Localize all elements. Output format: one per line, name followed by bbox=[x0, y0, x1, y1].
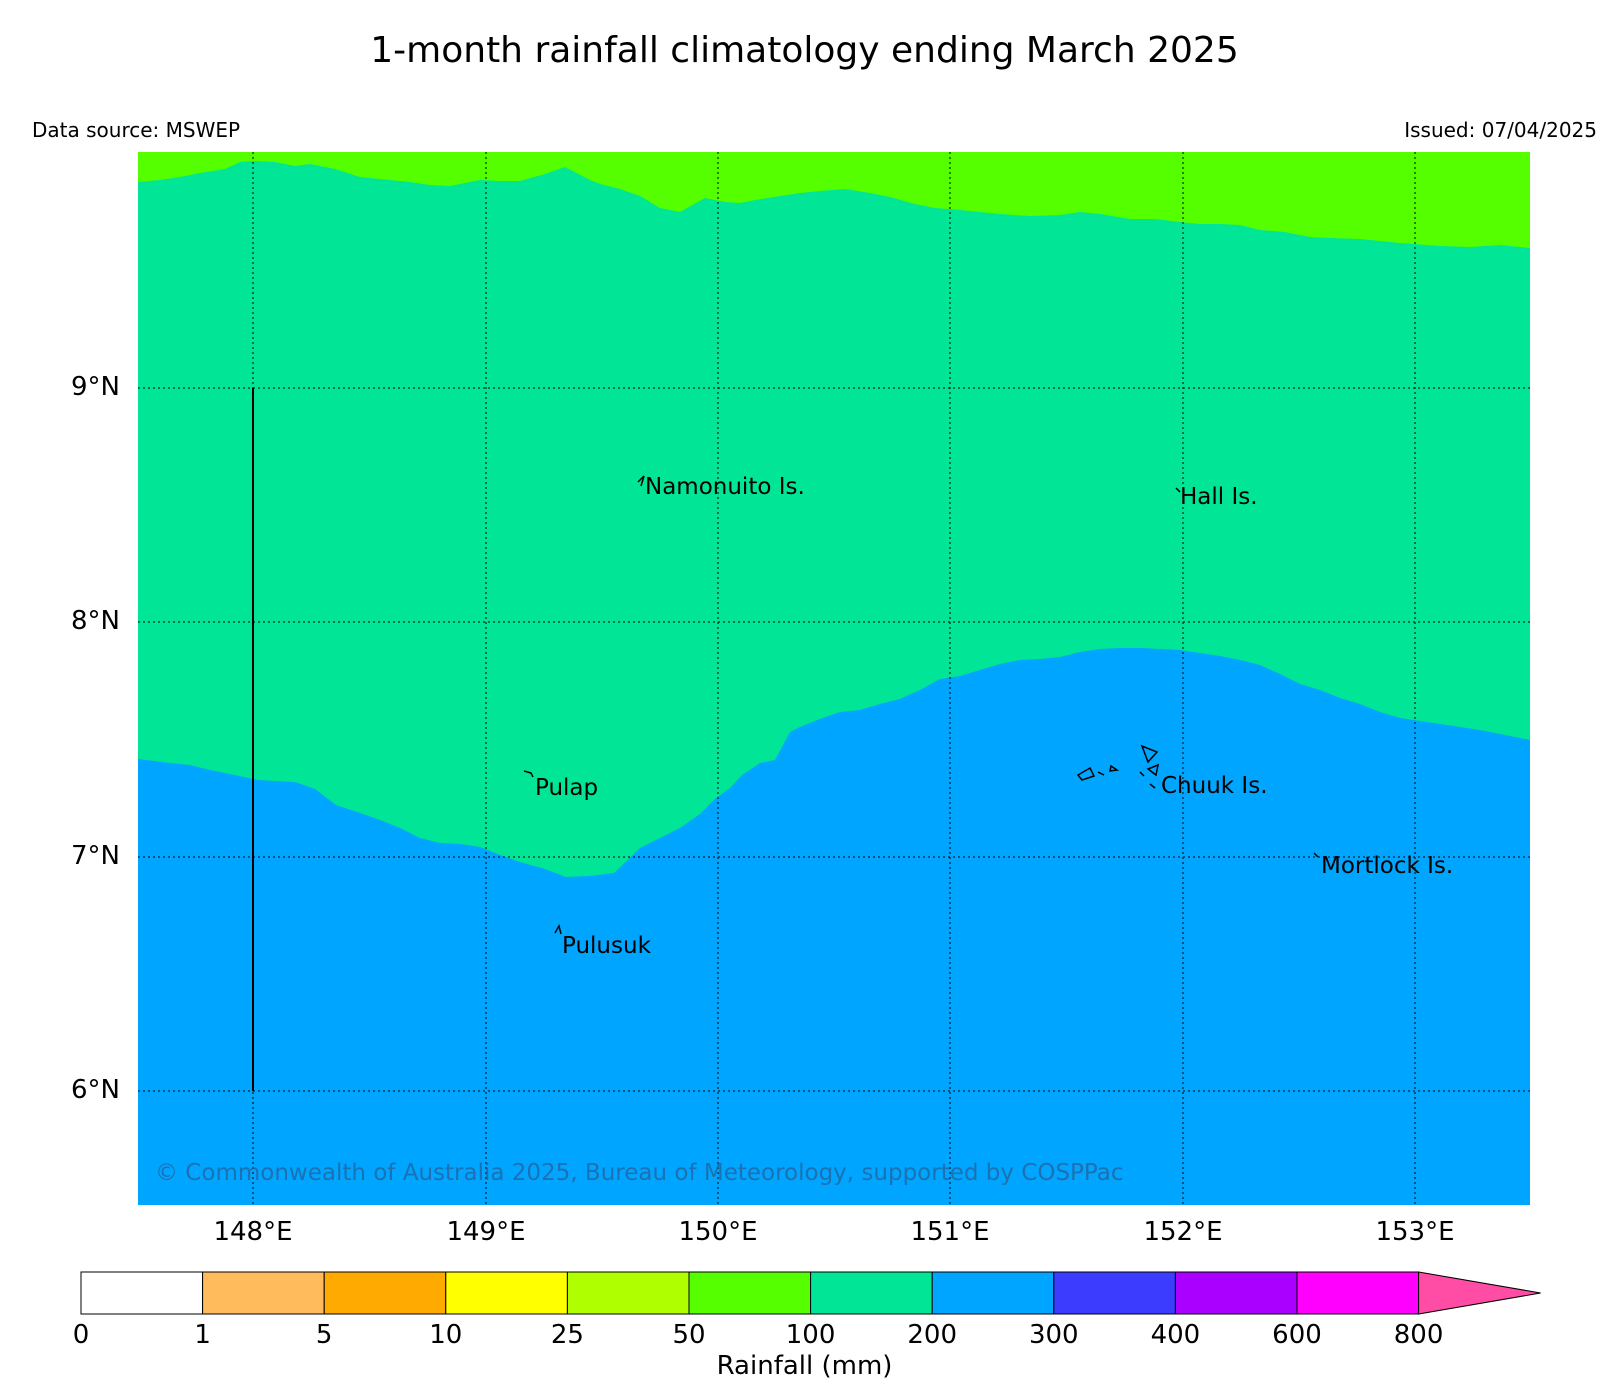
colorbar-tick-50: 50 bbox=[672, 1320, 706, 1350]
place-pulap: Pulap bbox=[535, 775, 599, 801]
island-pulusuk bbox=[554, 924, 562, 935]
issued-date-label: Issued: 07/04/2025 bbox=[1404, 118, 1597, 142]
colorbar-segment-1 bbox=[202, 1271, 325, 1315]
colorbar bbox=[80, 1271, 1541, 1315]
colorbar-segment-300 bbox=[1053, 1271, 1176, 1315]
grid-lines bbox=[138, 152, 1530, 1205]
colorbar-tick-600: 600 bbox=[1272, 1320, 1322, 1350]
colorbar-title: Rainfall (mm) bbox=[716, 1351, 893, 1381]
place-mortlock: Mortlock Is. bbox=[1321, 853, 1454, 879]
colorbar-segment-200 bbox=[931, 1271, 1055, 1315]
colorbar-tick-100: 100 bbox=[785, 1320, 836, 1350]
lat-label-7n: 7°N bbox=[71, 841, 120, 871]
island-chuuk-1 bbox=[1140, 744, 1159, 764]
colorbar-tick-300: 300 bbox=[1028, 1320, 1079, 1350]
island-chuuk-5 bbox=[1139, 771, 1145, 777]
island-chuuk-4 bbox=[1076, 766, 1096, 781]
island-outlines bbox=[523, 475, 1319, 935]
colorbar-tick-10: 10 bbox=[429, 1320, 463, 1350]
island-namonuito bbox=[637, 475, 645, 487]
lon-label-151e: 151°E bbox=[910, 1217, 990, 1247]
island-chuuk-3 bbox=[1109, 764, 1120, 772]
colorbar-tick-800: 800 bbox=[1393, 1320, 1444, 1350]
place-hall: Hall Is. bbox=[1180, 484, 1258, 510]
colorbar-segment-100 bbox=[810, 1271, 933, 1315]
island-chuuk-6 bbox=[1149, 783, 1156, 789]
lat-label-9n: 9°N bbox=[71, 372, 120, 402]
colorbar-segment-25 bbox=[566, 1271, 690, 1315]
copyright-notice: © Commonwealth of Australia 2025, Bureau… bbox=[155, 1160, 1124, 1186]
colorbar-tick-0: 0 bbox=[72, 1320, 90, 1350]
island-mortlock bbox=[1313, 852, 1319, 858]
colorbar-segment-400 bbox=[1174, 1271, 1298, 1315]
place-namonuito: Namonuito Is. bbox=[645, 474, 805, 500]
colorbar-tick-1: 1 bbox=[194, 1320, 211, 1350]
island-chuuk-7 bbox=[1097, 771, 1105, 776]
data-source-label: Data source: MSWEP bbox=[32, 118, 241, 142]
lon-label-153e: 153°E bbox=[1375, 1217, 1455, 1247]
colorbar-segment-600 bbox=[1296, 1271, 1420, 1315]
island-pulap bbox=[523, 770, 534, 778]
colorbar-tick-5: 5 bbox=[315, 1320, 333, 1350]
colorbar-segment-50 bbox=[688, 1271, 812, 1315]
place-chuuk: Chuuk Is. bbox=[1161, 773, 1268, 799]
colorbar-tick-200: 200 bbox=[907, 1320, 957, 1350]
lat-label-6n: 6°N bbox=[71, 1075, 120, 1105]
lon-label-148e: 148°E bbox=[213, 1217, 293, 1247]
colorbar-segment-5 bbox=[323, 1271, 447, 1315]
island-chuuk-2 bbox=[1146, 763, 1160, 777]
colorbar-tick-400: 400 bbox=[1150, 1320, 1201, 1350]
colorbar-segment-0 bbox=[80, 1271, 204, 1315]
lon-label-152e: 152°E bbox=[1143, 1217, 1223, 1247]
lon-label-150e: 150°E bbox=[678, 1217, 758, 1247]
lon-label-149e: 149°E bbox=[446, 1217, 526, 1247]
colorbar-tick-25: 25 bbox=[550, 1320, 584, 1350]
place-pulusuk: Pulusuk bbox=[562, 933, 651, 959]
band-50-100 bbox=[138, 152, 1530, 248]
colorbar-extension-arrow bbox=[1418, 1271, 1541, 1315]
lat-label-8n: 8°N bbox=[71, 606, 120, 636]
map-title: 1-month rainfall climatology ending Marc… bbox=[370, 30, 1239, 71]
island-hall bbox=[1175, 487, 1181, 493]
colorbar-segment-10 bbox=[445, 1271, 568, 1315]
